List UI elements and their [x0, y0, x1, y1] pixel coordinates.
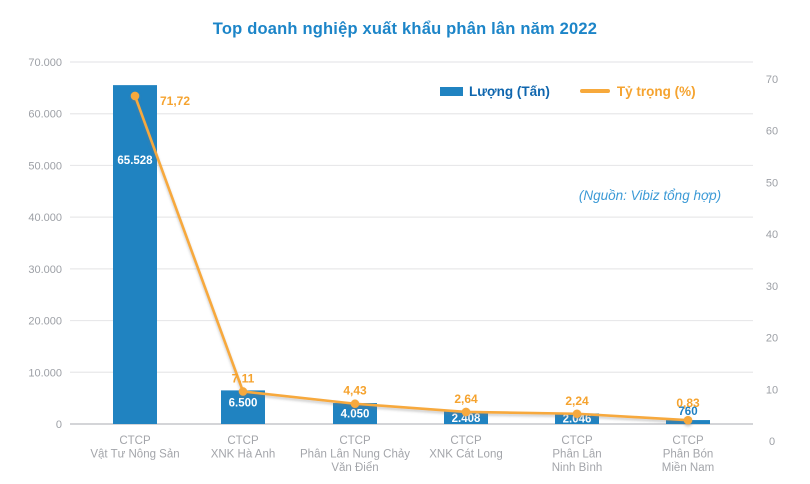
left-axis-tick-label: 60.000 [28, 109, 62, 121]
category-label: CTCP XNK Cát Long [429, 435, 503, 461]
right-axis-tick-label: 0 [769, 436, 775, 448]
legend: Lượng (Tấn) Tỷ trọng (%) [440, 82, 696, 100]
bar [444, 411, 488, 424]
bar-value-label: 760 [678, 406, 697, 418]
category-label: CTCP Phân Bón Miền Nam [662, 435, 714, 474]
left-axis-tick-label: 0 [56, 419, 62, 431]
line-marker [350, 399, 360, 409]
left-axis-tick-label: 50.000 [28, 160, 62, 172]
bar [221, 390, 265, 424]
left-axis-tick-label: 70.000 [28, 57, 62, 69]
category-label: CTCP Phân Lân Nung Chảy Văn Điển [300, 435, 410, 474]
line-value-label: 2,24 [565, 394, 589, 408]
bar-value-label: 4.050 [341, 409, 370, 421]
line-value-label: 4,43 [343, 384, 367, 398]
bar [555, 413, 599, 424]
bar [333, 403, 377, 424]
line-marker [130, 91, 140, 101]
bar-value-label: 65.528 [117, 155, 153, 167]
bar-value-label: 6.500 [229, 397, 258, 409]
line-legend-label: Tỷ trọng (%) [616, 83, 696, 99]
left-axis-tick-label: 20.000 [28, 316, 62, 328]
bar-value-label: 2.046 [563, 414, 592, 426]
left-axis-tick-label: 10.000 [28, 367, 62, 379]
line-value-label: 7,11 [232, 371, 255, 385]
line-marker [238, 387, 248, 396]
right-axis-tick-label: 20 [766, 333, 778, 345]
right-axis-tick-label: 30 [766, 281, 778, 293]
legend-item-line: Tỷ trọng (%) [579, 83, 696, 99]
line-value-label: 2,64 [454, 392, 478, 406]
right-axis-tick-label: 50 [766, 177, 778, 189]
legend-item-bar: Lượng (Tấn) [440, 84, 550, 99]
trend-line [133, 94, 690, 422]
right-axis-tick-label: 40 [766, 229, 778, 241]
left-axis-tick-label: 40.000 [28, 212, 62, 224]
right-axis-tick-label: 10 [766, 384, 778, 396]
category-label: CTCP XNK Hà Anh [211, 435, 276, 461]
chart-title: Top doanh nghiệp xuất khẩu phân lân năm … [212, 20, 598, 38]
bar-value-label: 2.408 [452, 413, 481, 425]
line-marker [683, 415, 693, 425]
line-marker [572, 409, 582, 419]
category-label: CTCP Phân Lân Ninh Bình [552, 435, 603, 474]
line-marker [461, 407, 471, 417]
source-note: (Nguồn: Vibiz tổng hợp) [578, 188, 722, 203]
line-legend-swatch-icon [579, 89, 610, 93]
left-axis-tick-label: 30.000 [28, 264, 62, 276]
line-value-label: 0,83 [676, 396, 700, 410]
line-value-label: 71,72 [160, 94, 190, 108]
right-axis-tick-label: 60 [766, 126, 778, 138]
bar-legend-label: Lượng (Tấn) [469, 83, 550, 99]
bar-legend-swatch-icon [440, 86, 463, 96]
trend-line-group [130, 91, 693, 425]
right-axis-tick-label: 70 [766, 74, 778, 86]
category-label: CTCP Vật Tư Nông Sản [90, 435, 179, 461]
bar [113, 85, 157, 425]
